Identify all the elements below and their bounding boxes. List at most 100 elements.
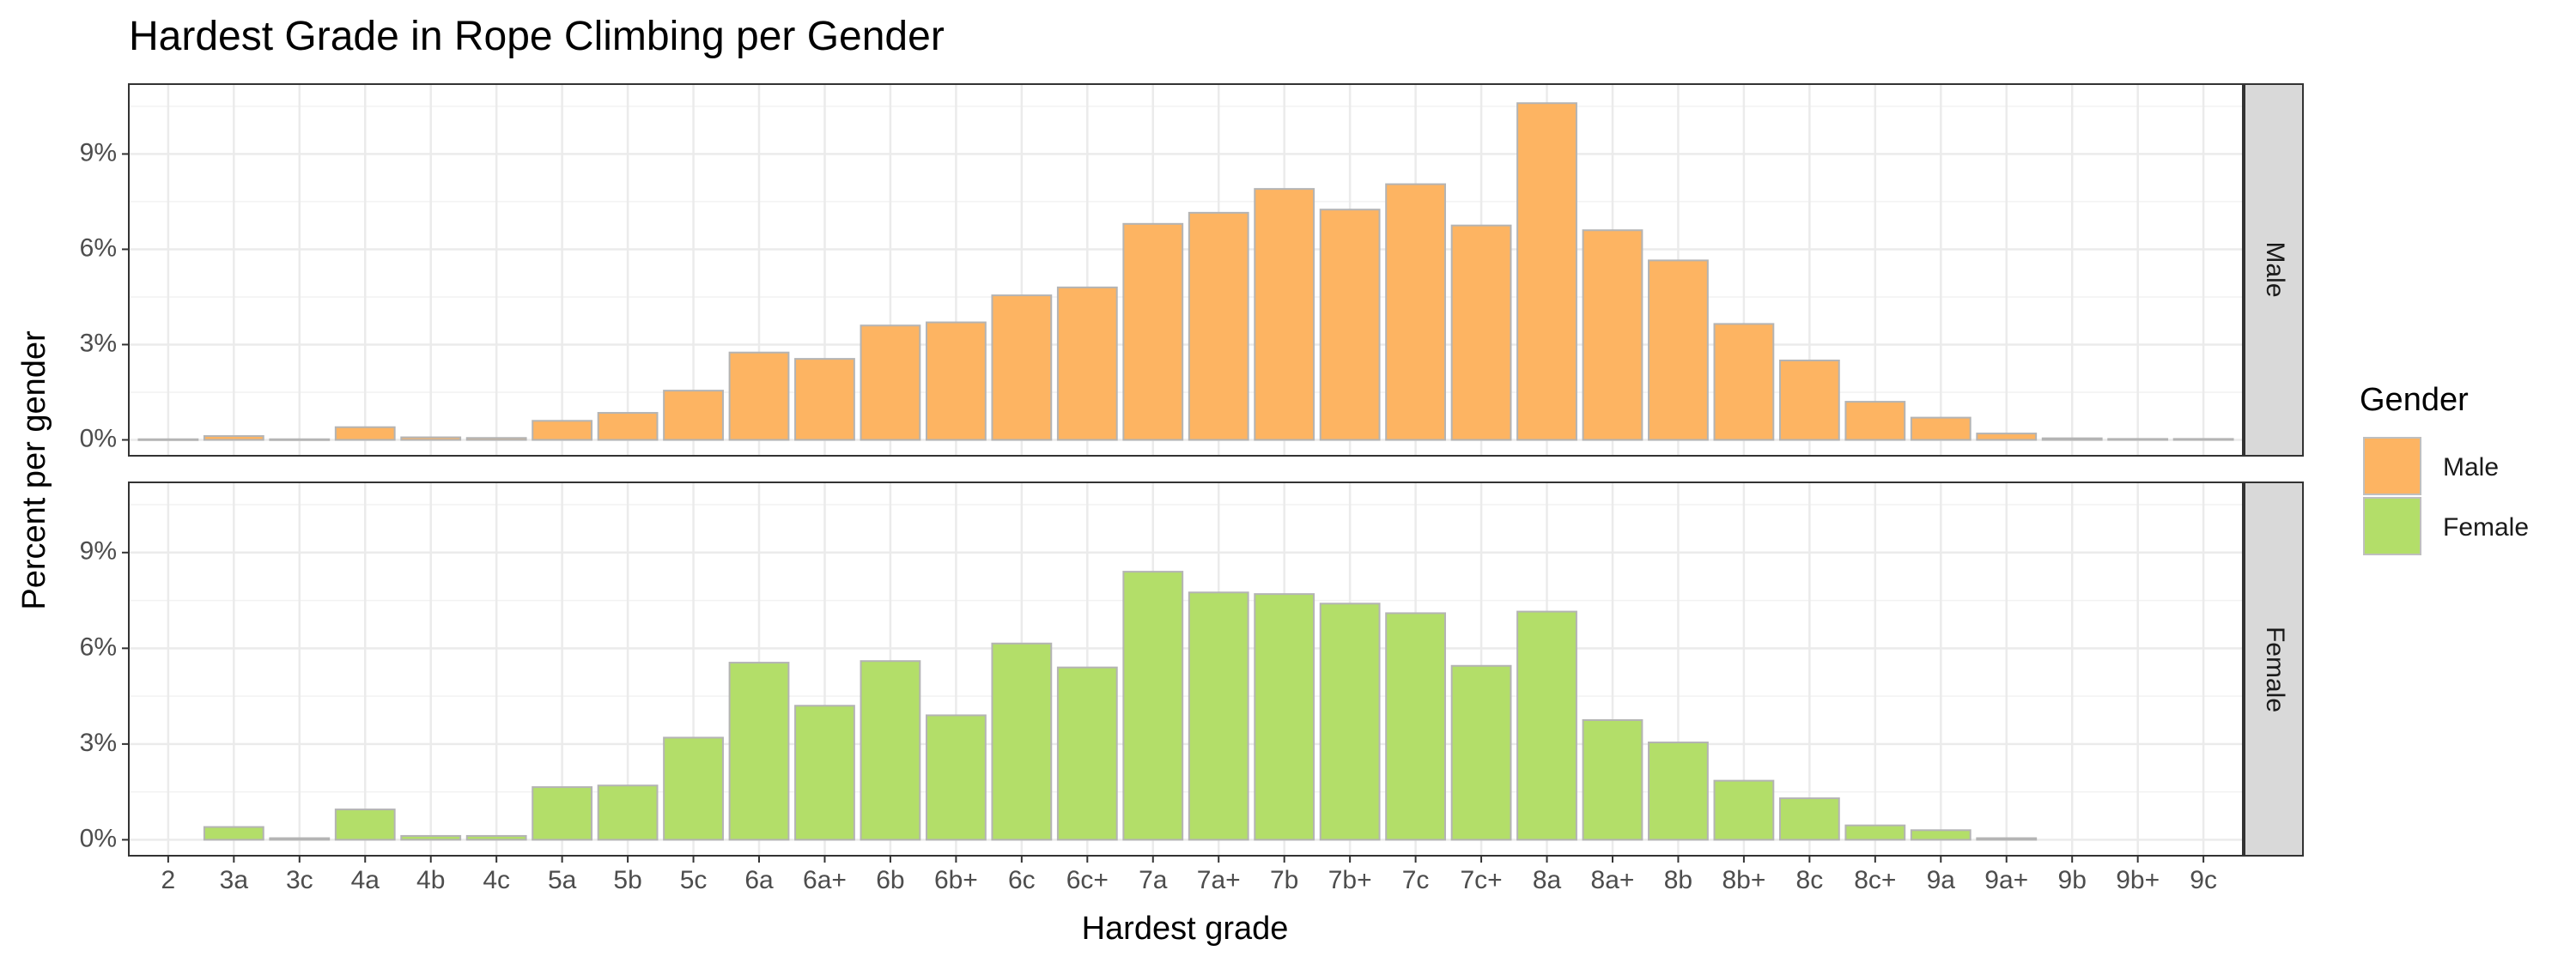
x-tick-label: 7b+ bbox=[1328, 866, 1372, 894]
panel-female: 0% 3% 6% 9% Female bbox=[80, 482, 2304, 857]
legend: Gender Male Female bbox=[2360, 382, 2529, 555]
chart-title: Hardest Grade in Rope Climbing per Gende… bbox=[129, 14, 945, 59]
bar-male-9b bbox=[2041, 437, 2103, 441]
bar-female-5a bbox=[532, 786, 593, 841]
y-tick-label-female: 3% bbox=[80, 729, 117, 757]
bar-female-5c bbox=[663, 736, 724, 841]
x-tick-label: 6a bbox=[744, 866, 774, 894]
panel-male-bars bbox=[137, 102, 2234, 441]
x-tick-label: 9a+ bbox=[1984, 866, 2028, 894]
bar-female-9a+ bbox=[1976, 837, 2038, 841]
bar-male-6a bbox=[728, 351, 790, 441]
bar-female-7b+ bbox=[1319, 603, 1381, 841]
bar-female-6c+ bbox=[1056, 666, 1118, 841]
y-tick-label-male: 0% bbox=[80, 424, 117, 452]
legend-label-female: Female bbox=[2443, 513, 2529, 542]
x-tick-label: 9b bbox=[2058, 866, 2087, 894]
x-tick-label: 9b+ bbox=[2116, 866, 2160, 894]
y-tick-label-male: 3% bbox=[80, 329, 117, 357]
bar-female-6b+ bbox=[925, 714, 987, 841]
bar-male-5b bbox=[597, 412, 659, 441]
bar-female-9a bbox=[1910, 829, 1971, 841]
x-tick-label: 8a+ bbox=[1591, 866, 1635, 894]
bar-male-6a+ bbox=[794, 358, 855, 441]
bar-female-4a bbox=[334, 809, 396, 841]
bar-female-6b bbox=[860, 660, 921, 841]
bar-male-6b+ bbox=[925, 321, 987, 441]
bar-female-7a bbox=[1122, 571, 1184, 841]
x-tick-label: 6b+ bbox=[934, 866, 978, 894]
y-tick-label-female: 6% bbox=[80, 633, 117, 661]
x-tick-label: 4c bbox=[483, 866, 510, 894]
x-tick-label: 2 bbox=[161, 866, 176, 894]
x-tick-label: 8c bbox=[1796, 866, 1824, 894]
bar-male-3c bbox=[269, 438, 331, 441]
bar-female-8a bbox=[1516, 610, 1577, 841]
y-axis-title: Percent per gender bbox=[16, 330, 52, 610]
bar-male-7b+ bbox=[1319, 209, 1381, 441]
bar-female-7b bbox=[1254, 593, 1315, 841]
x-tick-label: 8b bbox=[1664, 866, 1692, 894]
legend-title: Gender bbox=[2360, 382, 2469, 418]
y-tick-label-female: 0% bbox=[80, 824, 117, 852]
panel-female-border bbox=[128, 482, 2244, 857]
bar-male-8c bbox=[1778, 359, 1840, 441]
bar-male-4a bbox=[334, 426, 396, 441]
bar-male-9a+ bbox=[1976, 433, 2038, 441]
x-tick-label: 8a bbox=[1533, 866, 1562, 894]
bar-female-7c bbox=[1385, 612, 1447, 841]
x-axis: 2 3a 3c 4a 4b 4c 5a 5b 5c 6a 6a+ 6b 6b+ 6c 6c+ 7a 7a+ 7b 7… bbox=[161, 856, 2217, 894]
strip-female bbox=[2244, 482, 2304, 857]
bar-male-3a bbox=[203, 435, 264, 441]
bar-female-3c bbox=[269, 837, 331, 841]
bar-male-6b bbox=[860, 324, 921, 441]
panel-male: 0% 3% 6% 9% Male bbox=[80, 83, 2304, 457]
x-axis-title: Hardest grade bbox=[1082, 911, 1289, 947]
bar-female-6c bbox=[991, 642, 1053, 841]
x-tick-label: 7b bbox=[1270, 866, 1298, 894]
bar-female-7a+ bbox=[1188, 591, 1249, 841]
bar-male-7c+ bbox=[1450, 224, 1512, 441]
legend-key-female bbox=[2363, 497, 2421, 555]
panel-male-border bbox=[128, 83, 2244, 457]
bar-female-8a+ bbox=[1582, 718, 1643, 841]
x-tick-label: 6b bbox=[876, 866, 904, 894]
bar-male-8c+ bbox=[1844, 401, 1906, 441]
panel-male-y-axis: 0% 3% 6% 9% bbox=[80, 138, 129, 452]
bar-female-6a+ bbox=[794, 705, 855, 841]
x-tick-label: 4b bbox=[416, 866, 445, 894]
x-tick-label: 8c+ bbox=[1854, 866, 1896, 894]
bar-female-8c+ bbox=[1844, 824, 1906, 841]
x-tick-label: 7c bbox=[1402, 866, 1430, 894]
bar-female-5b bbox=[597, 784, 659, 841]
x-tick-label: 7a bbox=[1139, 866, 1168, 894]
bar-male-2 bbox=[137, 438, 199, 441]
x-tick-label: 9a bbox=[1927, 866, 1956, 894]
bar-male-8a+ bbox=[1582, 229, 1643, 441]
x-tick-label: 5c bbox=[680, 866, 708, 894]
bar-female-7c+ bbox=[1450, 664, 1512, 841]
bar-female-8c bbox=[1778, 797, 1840, 841]
x-tick-label: 7c+ bbox=[1460, 866, 1502, 894]
bar-female-4b bbox=[400, 834, 462, 841]
x-tick-label: 6c bbox=[1008, 866, 1036, 894]
x-tick-label: 6c+ bbox=[1066, 866, 1109, 894]
bar-female-4c bbox=[465, 834, 527, 841]
strip-female-label: Female bbox=[2261, 627, 2289, 712]
x-tick-label: 6a+ bbox=[803, 866, 847, 894]
bar-male-8b bbox=[1648, 259, 1709, 441]
bar-male-8b+ bbox=[1713, 323, 1775, 441]
bar-male-7b bbox=[1254, 188, 1315, 441]
bar-male-6c+ bbox=[1056, 286, 1118, 441]
bar-male-7c bbox=[1385, 183, 1447, 441]
x-tick-label: 9c bbox=[2190, 866, 2217, 894]
x-tick-label: 5b bbox=[613, 866, 641, 894]
panel-female-bars bbox=[203, 571, 2038, 841]
bar-female-3a bbox=[203, 826, 264, 841]
x-tick-label: 8b+ bbox=[1722, 866, 1765, 894]
bar-male-5a bbox=[532, 420, 593, 441]
x-tick-label: 4a bbox=[351, 866, 380, 894]
bar-male-7a+ bbox=[1188, 211, 1249, 441]
bar-female-8b bbox=[1648, 742, 1709, 841]
